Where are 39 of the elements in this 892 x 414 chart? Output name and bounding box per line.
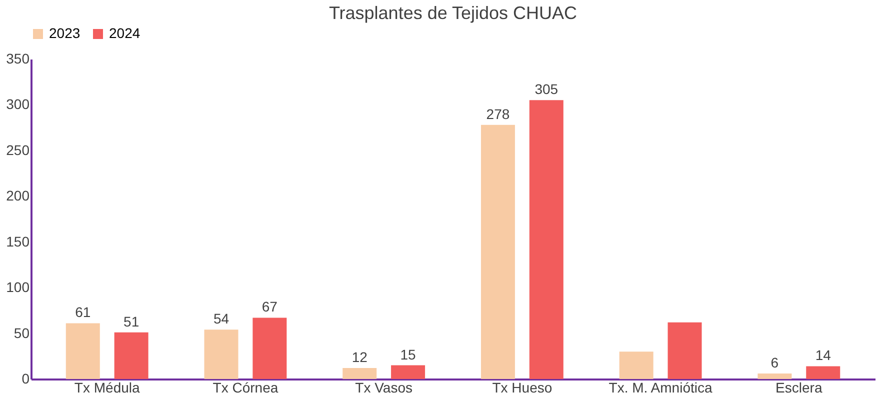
bar — [758, 374, 792, 379]
data-label: 14 — [815, 347, 832, 364]
y-tick-label: 250 — [6, 142, 30, 158]
bar — [529, 100, 564, 379]
y-tick-label: 200 — [6, 188, 30, 204]
y-tick-label: 50 — [14, 324, 30, 341]
bar — [114, 332, 148, 379]
data-label: 61 — [75, 304, 91, 320]
data-label: 51 — [124, 313, 140, 330]
data-label: 15 — [400, 346, 416, 362]
bar — [619, 352, 654, 379]
bar — [204, 330, 238, 379]
legend-label: 2024 — [109, 25, 140, 41]
bar — [252, 318, 287, 379]
legend-label: 2023 — [49, 25, 80, 41]
bar — [668, 322, 702, 379]
y-tick-label: 300 — [6, 96, 30, 112]
x-tick-label: Tx Córnea — [212, 380, 278, 396]
bar — [480, 124, 515, 379]
y-tick-label: 0 — [22, 370, 30, 386]
x-tick-label: Esclera — [776, 380, 822, 396]
chart-title: Trasplantes de Tejidos CHUAC — [328, 3, 578, 23]
y-tick-label: 350 — [6, 50, 30, 66]
data-label: 6 — [770, 354, 779, 371]
x-tick-label: Tx. M. Amniótica — [608, 380, 712, 396]
x-tick-label: Tx Vasos — [355, 380, 412, 396]
data-label: 278 — [486, 106, 510, 122]
y-tick-label: 150 — [6, 233, 30, 250]
data-label: 12 — [352, 349, 368, 366]
x-tick-label: Tx Hueso — [492, 380, 552, 396]
x-tick-label: Tx Médula — [74, 380, 140, 396]
data-label: 67 — [262, 298, 278, 315]
bar — [66, 323, 100, 379]
data-label: 54 — [213, 310, 230, 327]
data-label: 305 — [534, 81, 558, 98]
bar — [391, 365, 426, 379]
bar — [806, 366, 840, 379]
bar — [342, 368, 377, 379]
y-tick-label: 100 — [6, 279, 30, 296]
